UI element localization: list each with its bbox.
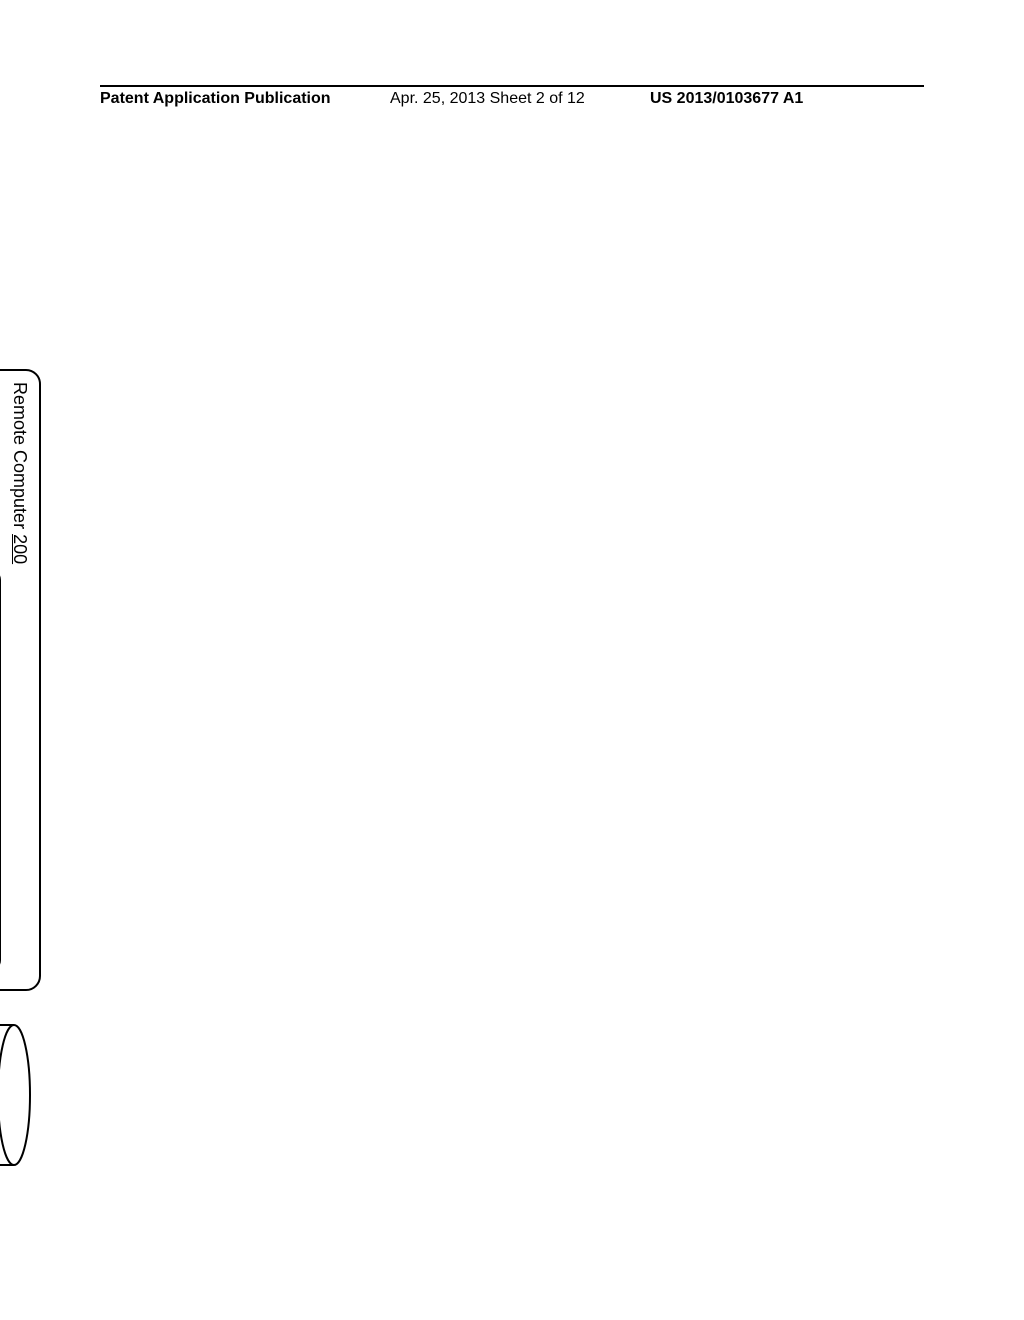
page: Patent Application Publication Apr. 25, … [0,0,1024,1320]
diagram-svg [0,130,100,1230]
remote-computer-label: Remote Computer 200 [9,382,30,564]
header-mid: Apr. 25, 2013 Sheet 2 of 12 [390,90,585,108]
header-divider [100,85,924,87]
header-right: US 2013/0103677 A1 [650,90,803,108]
diagram-rotated: Remote Computer 200NetworkInterface202Pr… [0,130,100,1230]
header-left: Patent Application Publication [100,90,331,108]
